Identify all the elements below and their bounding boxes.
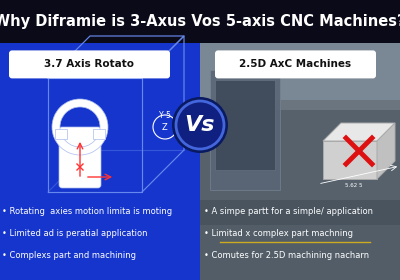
Bar [200, 225, 400, 280]
FancyBboxPatch shape [9, 50, 170, 78]
Text: Why Diframie is 3-Axus Vos 5-axis CNC Machines?: Why Diframie is 3-Axus Vos 5-axis CNC Ma… [0, 14, 400, 29]
Polygon shape [323, 123, 395, 141]
Text: 2.5D AxC Machines: 2.5D AxC Machines [240, 59, 352, 69]
Polygon shape [377, 123, 395, 179]
Text: • Limitad x complex part machning: • Limitad x complex part machning [204, 230, 353, 239]
Bar [200, 110, 400, 210]
Text: • Limited ad is peratial application: • Limited ad is peratial application [2, 230, 148, 239]
Text: 3.7 Axis Rotato: 3.7 Axis Rotato [44, 59, 134, 69]
Bar [55, 129, 67, 139]
Bar [200, 200, 400, 280]
Bar [93, 129, 105, 139]
Text: • Rotating  axies motion limita is moting: • Rotating axies motion limita is moting [2, 207, 172, 216]
Text: • A simpe partt for a simple/ application: • A simpe partt for a simple/ applicatio… [204, 207, 373, 216]
Bar [215, 80, 275, 170]
Bar [0, 43, 200, 280]
Circle shape [176, 101, 224, 149]
Text: Vs: Vs [185, 115, 215, 135]
Bar [200, 43, 400, 100]
Wedge shape [52, 99, 108, 155]
FancyBboxPatch shape [215, 50, 376, 78]
Bar [210, 70, 280, 190]
Polygon shape [323, 141, 377, 179]
Bar [0, 0, 400, 43]
Circle shape [172, 97, 228, 153]
Text: Z: Z [162, 123, 168, 132]
Text: • Complexs part and machining: • Complexs part and machining [2, 251, 136, 260]
Text: • Comutes for 2.5D machining nacharn: • Comutes for 2.5D machining nacharn [204, 251, 369, 260]
Text: 5.62 5: 5.62 5 [345, 183, 362, 188]
FancyBboxPatch shape [59, 127, 101, 188]
Text: Y 5: Y 5 [159, 111, 171, 120]
Bar [200, 43, 400, 280]
